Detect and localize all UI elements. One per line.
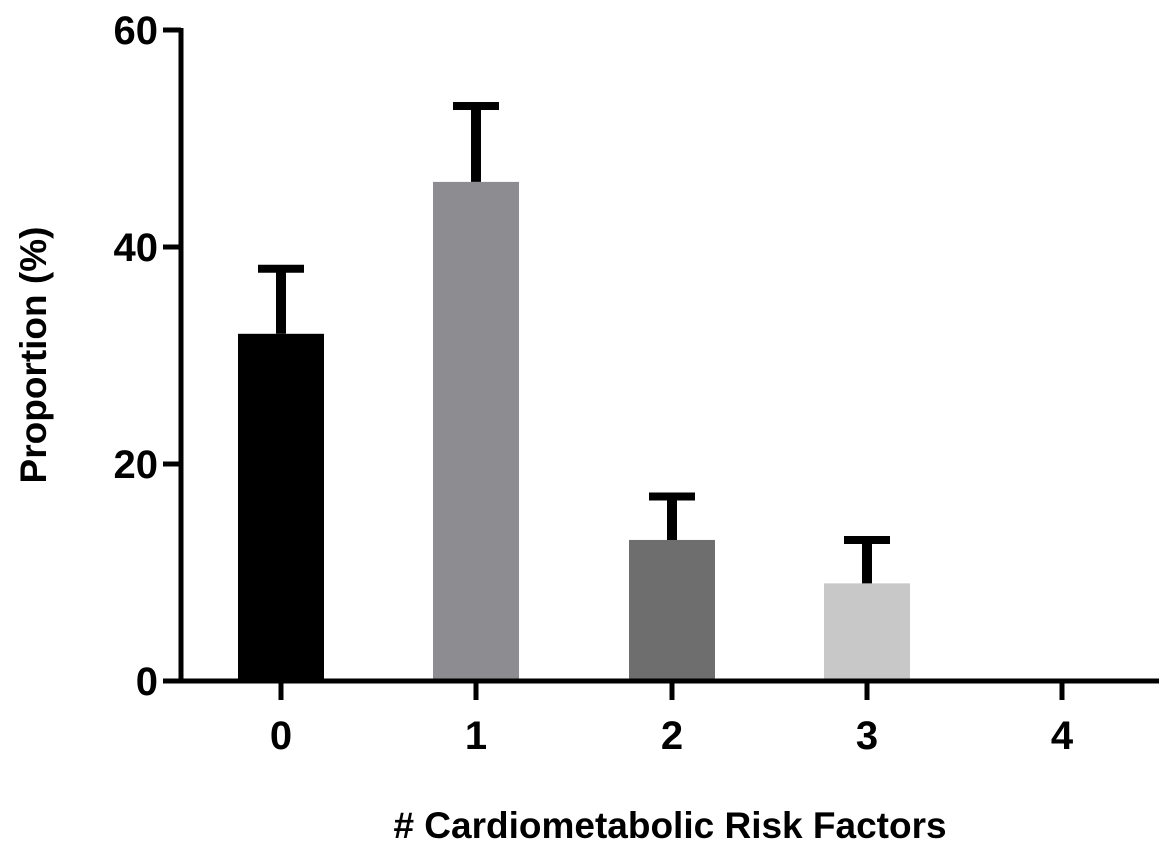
y-tick-label: 20 [114,443,159,487]
error-bar-2 [649,492,695,540]
bar-1 [433,181,519,681]
x-tick-label: 2 [661,714,683,758]
error-bar-0 [258,264,304,334]
bar-0 [238,333,324,681]
bar-3 [824,583,910,681]
error-bar-3 [844,535,890,584]
x-tick-label: 0 [270,714,292,758]
y-tick-label: 60 [114,9,159,53]
y-axis-title: Proportion (%) [13,227,54,484]
x-axis-title: # Cardiometabolic Risk Factors [393,805,946,843]
bar-2 [629,539,715,681]
y-tick-label: 0 [136,660,158,704]
bars-layer [238,181,910,681]
axes-layer [163,28,1159,684]
error-bars-layer [258,101,890,584]
x-tick-label: 4 [1051,714,1074,758]
error-bar-1 [453,101,499,182]
y-tick-label: 40 [114,226,159,270]
y-ticks-layer: 0 20 40 60 [114,9,181,704]
x-tick-label: 3 [856,714,878,758]
x-tick-label: 1 [465,714,487,758]
x-ticks-layer: 0 1 2 3 4 [270,681,1074,758]
